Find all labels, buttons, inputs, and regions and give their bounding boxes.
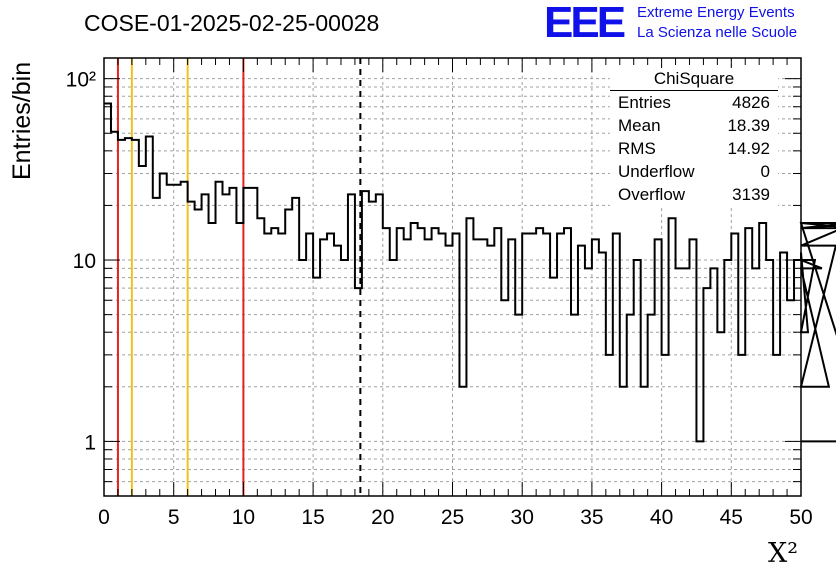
stats-row-entries: Entries 4826 (610, 91, 778, 114)
axis-tick-labels: 0 5 10 15 20 25 30 35 40 45 50 1 10 10² (66, 69, 813, 529)
logo-text-line2: La Scienza nelle Scuole (637, 24, 798, 41)
axis-ticks (103, 58, 802, 497)
y-tick-label: 10² (66, 69, 96, 92)
stats-label: RMS (618, 139, 656, 158)
y-tick-label: 10 (73, 250, 96, 273)
histogram-series (104, 102, 836, 443)
stats-label: Entries (618, 93, 671, 112)
x-tick-label: 30 (511, 506, 534, 529)
x-tick-label: 5 (168, 506, 180, 529)
stats-label: Overflow (618, 185, 686, 204)
stats-value: 0 (760, 162, 770, 181)
stats-title: ChiSquare (610, 68, 778, 91)
x-tick-label: 35 (580, 506, 603, 529)
stats-label: Underflow (618, 162, 695, 181)
x-axis-label: X² (768, 538, 799, 569)
x-tick-label: 20 (371, 506, 394, 529)
y-axis-label: Entries/bin (8, 61, 36, 180)
stats-label: Mean (618, 116, 661, 135)
logo-text-line1: Extreme Energy Events (637, 4, 795, 21)
eee-logo-mark: EEE (544, 0, 626, 47)
stats-row-overflow: Overflow 3139 (610, 183, 778, 206)
y-tick-label: 1 (84, 431, 96, 454)
x-tick-label: 0 (98, 506, 110, 529)
x-tick-label: 10 (232, 506, 255, 529)
stats-value: 3139 (732, 185, 770, 204)
x-tick-label: 45 (720, 506, 743, 529)
stats-row-rms: RMS 14.92 (610, 137, 778, 160)
x-tick-label: 40 (650, 506, 673, 529)
x-tick-label: 25 (441, 506, 464, 529)
stats-value: 4826 (732, 93, 770, 112)
x-tick-label: 50 (789, 506, 812, 529)
stats-value: 14.92 (727, 139, 770, 158)
stats-value: 18.39 (727, 116, 770, 135)
chart-title: COSE-01-2025-02-25-00028 (84, 10, 380, 36)
cut-lines (116, 58, 245, 496)
stats-row-underflow: Underflow 0 (610, 160, 778, 183)
stats-row-mean: Mean 18.39 (610, 114, 778, 137)
stats-box: ChiSquare Entries 4826 Mean 18.39 RMS 14… (610, 68, 778, 206)
x-tick-label: 15 (301, 506, 324, 529)
